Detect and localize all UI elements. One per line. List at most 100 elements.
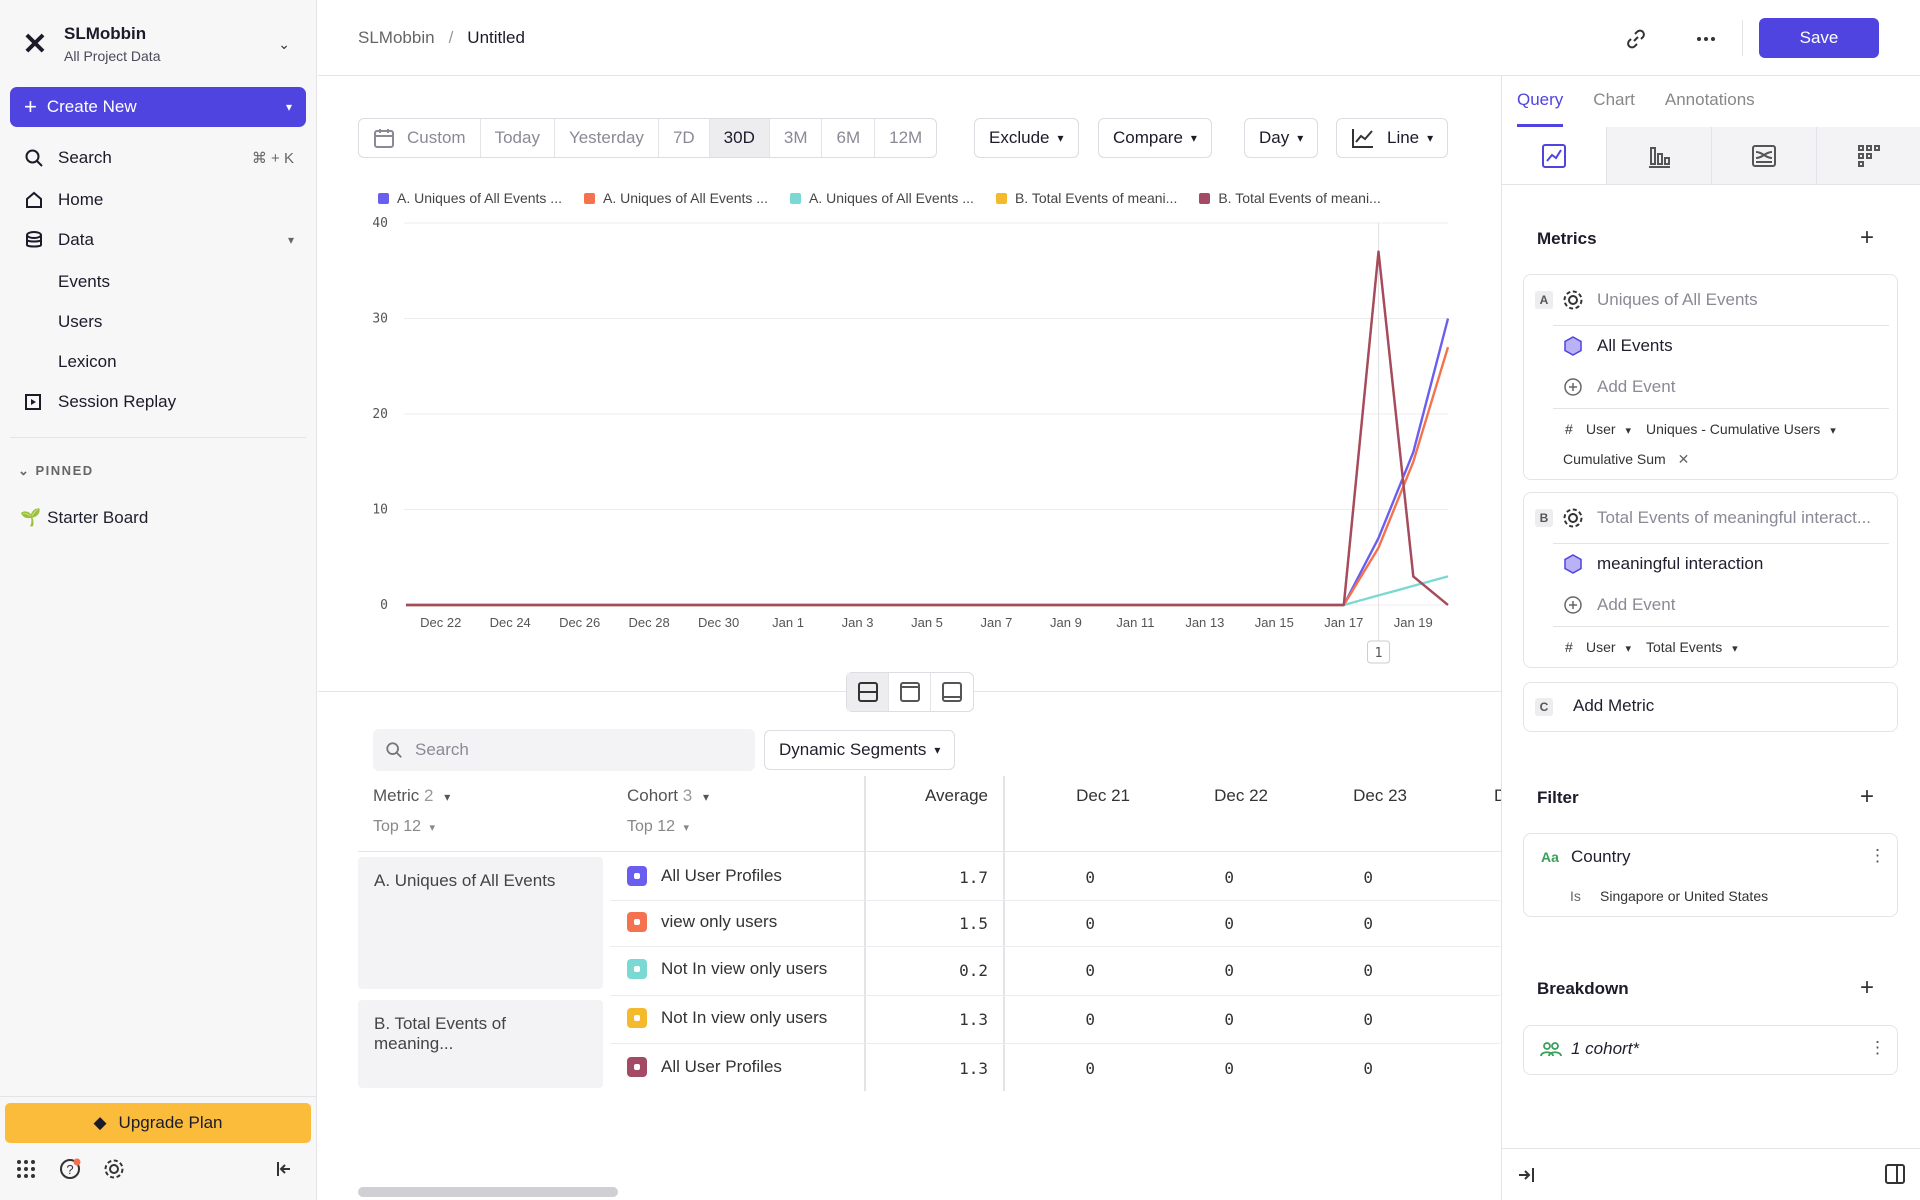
tab-query[interactable]: Query: [1517, 90, 1564, 127]
metric-a-title[interactable]: Uniques of All Events: [1597, 290, 1758, 309]
legend-item[interactable]: A. Uniques of All Events ...: [378, 190, 562, 206]
add-event-button[interactable]: Add Event: [1597, 595, 1676, 614]
table-search-input[interactable]: Search: [373, 729, 755, 771]
layout-split-icon[interactable]: [847, 673, 889, 711]
sidebar-item-users[interactable]: Users: [58, 312, 103, 331]
more-options-icon[interactable]: [1693, 26, 1719, 52]
add-metric-plus-icon[interactable]: +: [1860, 224, 1875, 251]
cohort-cell[interactable]: All User Profiles: [627, 1057, 782, 1077]
metric-b-event[interactable]: meaningful interaction: [1597, 554, 1764, 573]
date-range-6m[interactable]: 6M: [822, 119, 876, 157]
insights-chart-icon[interactable]: [1502, 127, 1606, 184]
breakdown-card[interactable]: [1523, 1025, 1898, 1075]
add-filter-plus-icon[interactable]: +: [1860, 783, 1875, 810]
filter-card[interactable]: [1523, 833, 1898, 917]
date-column-header[interactable]: Dec 22: [1214, 786, 1268, 805]
average-column-header[interactable]: Average: [924, 786, 988, 805]
measure-dropdown[interactable]: User ▾: [1586, 639, 1631, 655]
legend-item[interactable]: A. Uniques of All Events ...: [789, 190, 974, 206]
layout-chart-only-icon[interactable]: [889, 673, 931, 711]
workspace-switcher[interactable]: ✕ SLMobbin All Project Data ⌄: [18, 20, 298, 68]
breadcrumb-root[interactable]: SLMobbin: [358, 28, 435, 47]
add-metric-card[interactable]: [1523, 682, 1898, 732]
legend-item[interactable]: B. Total Events of meani...: [995, 190, 1177, 206]
add-breakdown-plus-icon[interactable]: +: [1860, 974, 1875, 1001]
breakdown-label[interactable]: 1 cohort*: [1571, 1039, 1640, 1058]
filter-property[interactable]: Country: [1571, 847, 1631, 866]
panel-layout-icon[interactable]: [1884, 1163, 1906, 1185]
dynamic-segments-dropdown[interactable]: Dynamic Segments ▾: [764, 730, 956, 770]
cohort-cell[interactable]: view only users: [627, 912, 777, 932]
settings-gear-icon[interactable]: [102, 1157, 126, 1181]
date-range-30d[interactable]: 30D: [709, 119, 770, 157]
link-icon[interactable]: [1623, 26, 1649, 52]
cohort-column-header[interactable]: Cohort 3 ▾: [627, 786, 709, 806]
add-event-button[interactable]: Add Event: [1597, 377, 1676, 396]
date-column-header[interactable]: Dec 21: [1076, 786, 1130, 805]
cohort-color-swatch[interactable]: [627, 866, 647, 886]
sidebar-item-starter-board[interactable]: 🌱 Starter Board: [20, 508, 148, 528]
upgrade-plan-button[interactable]: ◆ Upgrade Plan: [5, 1103, 311, 1143]
date-range-7d[interactable]: 7D: [659, 119, 710, 157]
aggregation-dropdown[interactable]: Uniques - Cumulative Users ▾: [1646, 421, 1836, 437]
horizontal-scrollbar[interactable]: [358, 1187, 618, 1197]
legend-item[interactable]: A. Uniques of All Events ...: [583, 190, 768, 206]
cohort-color-swatch[interactable]: [627, 959, 647, 979]
sidebar-item-session-replay[interactable]: Session Replay: [22, 386, 302, 418]
page-title[interactable]: Untitled: [467, 28, 525, 47]
annotation-marker[interactable]: [1367, 640, 1391, 664]
collapse-sidebar-icon[interactable]: [272, 1157, 296, 1181]
sidebar-item-lexicon[interactable]: Lexicon: [58, 352, 117, 371]
metric-a-event[interactable]: All Events: [1597, 336, 1673, 355]
metric-top-selector[interactable]: Top 12 ▾: [373, 818, 435, 836]
sidebar-item-data[interactable]: Data ▾: [22, 224, 302, 256]
compare-dropdown[interactable]: Compare ▾: [1098, 118, 1212, 158]
flows-icon[interactable]: [1711, 127, 1816, 184]
save-button[interactable]: Save: [1759, 18, 1879, 58]
date-range-12m[interactable]: 12M: [889, 128, 923, 147]
date-column-header[interactable]: D: [1494, 786, 1504, 805]
more-vertical-icon[interactable]: ⋮: [1869, 1038, 1886, 1057]
settings-icon[interactable]: [1562, 289, 1584, 311]
metric-b-title[interactable]: Total Events of meaningful interact...: [1597, 508, 1872, 527]
tab-annotations[interactable]: Annotations: [1664, 90, 1755, 109]
add-metric-button[interactable]: Add Metric: [1573, 696, 1655, 715]
create-new-button[interactable]: + Create New ▾: [10, 87, 306, 127]
cumulative-sum-chip[interactable]: Cumulative Sum ✕: [1563, 451, 1689, 468]
filter-value[interactable]: Singapore or United States: [1600, 888, 1769, 904]
metric-column-header[interactable]: Metric 2 ▾: [373, 786, 450, 806]
help-icon[interactable]: ?: [58, 1157, 82, 1181]
sidebar-item-search[interactable]: Search ⌘ + K: [22, 142, 302, 174]
tab-chart[interactable]: Chart: [1593, 90, 1635, 109]
cohort-cell[interactable]: Not In view only users: [627, 959, 827, 979]
exclude-dropdown[interactable]: Exclude ▾: [974, 118, 1079, 158]
aggregation-dropdown[interactable]: Total Events ▾: [1646, 639, 1738, 655]
date-column-header[interactable]: Dec 23: [1353, 786, 1407, 805]
retention-grid-icon[interactable]: [1816, 127, 1920, 184]
settings-icon[interactable]: [1562, 507, 1584, 529]
legend-item[interactable]: B. Total Events of meani...: [1199, 190, 1381, 206]
date-range-today[interactable]: Today: [481, 119, 555, 157]
more-vertical-icon[interactable]: ⋮: [1869, 846, 1886, 865]
cohort-top-selector[interactable]: Top 12 ▾: [627, 818, 689, 836]
cohort-cell[interactable]: Not In view only users: [627, 1008, 827, 1028]
chart-type-dropdown[interactable]: Line ▾: [1336, 118, 1449, 158]
pinned-section-toggle[interactable]: ⌄ PINNED: [18, 463, 94, 479]
metric-row-b[interactable]: B. Total Events of meaning...: [358, 1000, 603, 1088]
close-icon[interactable]: ✕: [1677, 451, 1690, 467]
filter-operator[interactable]: Is: [1570, 888, 1581, 904]
metric-row-a[interactable]: A. Uniques of All Events: [358, 857, 603, 989]
sidebar-item-home[interactable]: Home: [22, 184, 302, 216]
sidebar-item-events[interactable]: Events: [58, 272, 110, 291]
measure-dropdown[interactable]: User ▾: [1586, 421, 1631, 437]
cohort-color-swatch[interactable]: [627, 1008, 647, 1028]
date-range-custom[interactable]: Custom: [359, 119, 481, 157]
cohort-color-swatch[interactable]: [627, 1057, 647, 1077]
date-range-yesterday[interactable]: Yesterday: [555, 119, 659, 157]
apps-grid-icon[interactable]: [14, 1157, 38, 1181]
funnels-bar-icon[interactable]: [1606, 127, 1711, 184]
cohort-color-swatch[interactable]: [627, 912, 647, 932]
layout-table-only-icon[interactable]: [931, 673, 973, 711]
cohort-cell[interactable]: All User Profiles: [627, 866, 782, 886]
date-range-3m[interactable]: 3M: [770, 119, 823, 157]
